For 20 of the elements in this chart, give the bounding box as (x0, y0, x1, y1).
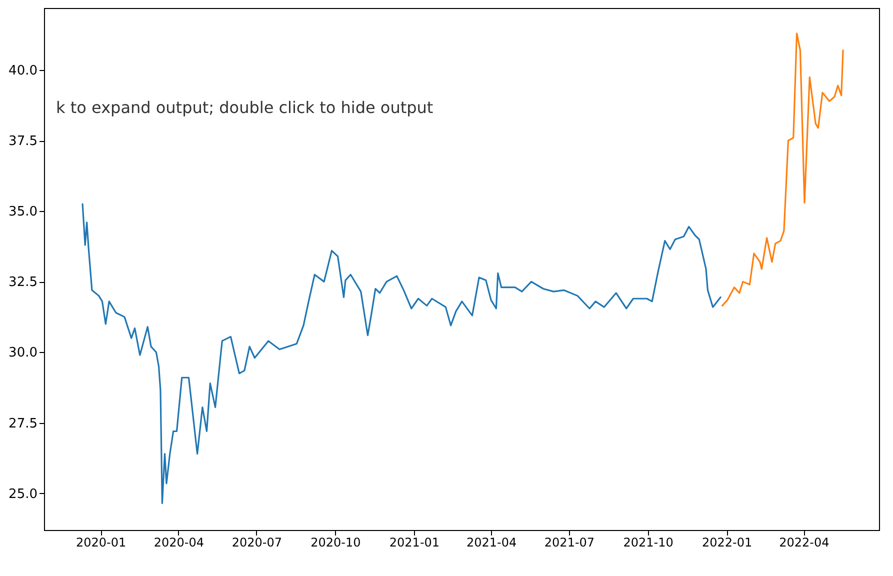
x-tick-label: 2020-10 (310, 536, 361, 550)
x-tick-label: 2020-04 (154, 536, 204, 550)
x-tick-label: 2020-01 (76, 536, 126, 550)
y-tick-label: 35.0 (8, 204, 38, 220)
x-tick-label: 2020-07 (232, 536, 282, 550)
line-series (721, 32, 844, 306)
y-tick-label: 37.5 (8, 134, 38, 150)
annotation: k to expand output; double click to hide output (56, 98, 434, 117)
line-series (82, 203, 722, 504)
x-tick-label: 2021-04 (466, 536, 517, 550)
y-tick-label: 25.0 (8, 486, 38, 502)
y-tick-label: 30.0 (8, 346, 38, 361)
x-tick-label: 2021-01 (389, 536, 440, 550)
y-tick-label: 27.5 (8, 416, 38, 432)
y-tick-label: 40.0 (8, 64, 38, 79)
x-tick-label: 2021-07 (544, 536, 595, 550)
x-tick-label: 2022-04 (779, 536, 830, 550)
x-tick-label: 2021-10 (623, 536, 674, 550)
y-tick-label: 32.5 (8, 275, 38, 290)
x-tick-label: 2022-01 (702, 536, 752, 550)
